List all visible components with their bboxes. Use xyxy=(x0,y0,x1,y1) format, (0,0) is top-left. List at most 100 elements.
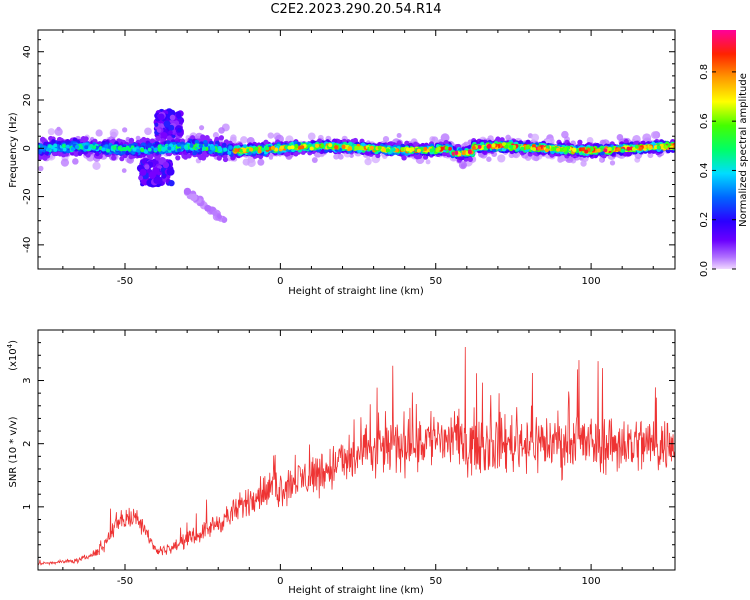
spectrogram-cell-faint xyxy=(268,155,274,160)
spectrogram-cell xyxy=(467,156,473,162)
spectrogram-cell-feature xyxy=(189,193,198,202)
spectrogram-cell-faint xyxy=(599,157,604,163)
spectrogram-cell-feature xyxy=(141,159,147,165)
spectrogram-cell-faint xyxy=(92,161,101,170)
spectrogram-cell xyxy=(119,156,125,162)
spectrogram-cell xyxy=(201,146,206,151)
spectrogram-cell-feature xyxy=(157,113,165,121)
spectrogram-cell-feature xyxy=(148,171,156,179)
spectrogram-cell xyxy=(626,146,631,151)
spectrogram-cell-feature xyxy=(154,122,159,127)
spectrogram-cell-feature xyxy=(168,130,173,135)
spectrogram-cell xyxy=(189,143,194,148)
spectrogram-cell xyxy=(80,135,87,142)
spectrogram-cell xyxy=(143,149,148,154)
spectrogram-cell xyxy=(245,148,250,153)
spectrogram-cell xyxy=(48,144,53,149)
spectrogram-cell xyxy=(447,146,452,151)
spectrogram-cell-feature xyxy=(221,216,228,223)
spectrogram-cell-faint xyxy=(307,132,316,141)
spectrogram-cell-faint xyxy=(609,160,616,166)
spectrogram-cell xyxy=(61,143,66,148)
spectrogram-cell xyxy=(429,148,434,153)
spectrogram-cell-faint xyxy=(230,134,237,141)
spectrogram-cell xyxy=(436,146,441,151)
spectrogram-cell xyxy=(414,154,420,160)
spectrogram-cell xyxy=(200,155,207,161)
spectrogram-cell xyxy=(279,145,284,150)
spectrogram-cell-feature xyxy=(139,168,147,176)
spectrogram-cell xyxy=(552,146,557,151)
spectrogram-cell xyxy=(38,155,42,161)
spectrogram-cell-faint xyxy=(396,132,402,139)
spectrogram-cell-faint xyxy=(121,168,127,173)
spectrogram-cell-feature xyxy=(162,161,170,169)
spectrogram-cell-feature xyxy=(217,214,222,219)
spectrogram-cell xyxy=(218,135,225,141)
spectrogram-cell-faint xyxy=(458,161,468,170)
spectrogram-cell xyxy=(95,151,100,157)
spectrogram-cell xyxy=(444,146,449,151)
spectrogram-cell-faint xyxy=(463,141,469,147)
spectrogram-cell-feature xyxy=(168,179,175,187)
spectrogram-cell xyxy=(147,154,154,160)
spectrogram-cell xyxy=(194,139,200,145)
spectrogram-cell-faint xyxy=(257,158,265,166)
spectrogram-cell xyxy=(170,146,175,151)
spectrogram-cell-faint xyxy=(531,133,540,142)
spectrogram-cell xyxy=(221,142,227,148)
spectrogram-cell xyxy=(664,145,669,150)
spectrogram-cell xyxy=(274,147,279,152)
spectrogram-cell xyxy=(140,147,145,152)
spectrogram-cell xyxy=(216,155,222,161)
spectrogram-cell xyxy=(77,151,83,156)
spectrogram-cell xyxy=(166,140,171,145)
spectrogram-cell-faint xyxy=(431,136,439,144)
spectrogram-cell-feature xyxy=(166,167,175,176)
spectrogram-cell-faint xyxy=(580,160,587,167)
spectrogram-cell xyxy=(596,148,601,153)
spectrogram-cell-feature xyxy=(163,120,171,128)
spectrogram-cell-faint xyxy=(311,157,318,164)
spectrogram-cell xyxy=(412,141,419,147)
spectrogram-cell-faint xyxy=(364,157,372,166)
spectrogram-heatmap xyxy=(38,108,675,223)
spectrogram-cell xyxy=(501,142,506,147)
spectrogram-cell xyxy=(40,136,46,142)
spectrogram-cell xyxy=(284,145,289,150)
spectrogram-cell xyxy=(180,144,185,149)
spectrogram-cell xyxy=(607,147,612,152)
spectrogram-cell xyxy=(284,151,290,157)
spectrogram-cell xyxy=(53,143,58,148)
spectrogram-cell-faint xyxy=(144,127,152,136)
spectrogram-cell-faint xyxy=(425,159,431,165)
spectrogram-cell-faint xyxy=(212,132,219,139)
spectrogram-cell xyxy=(175,155,181,161)
spectrogram-cell-faint xyxy=(561,130,569,139)
spectrogram-cell-feature xyxy=(177,127,182,132)
spectrogram-cell-feature xyxy=(138,175,144,181)
spectrogram-cell xyxy=(53,147,58,152)
spectrogram-cell xyxy=(400,147,405,152)
spectrogram-cell-faint xyxy=(616,134,624,141)
spectrogram-cell xyxy=(121,150,126,155)
spectrogram-cell xyxy=(62,147,67,152)
spectrogram-cell xyxy=(261,147,266,152)
spectrogram-cell xyxy=(293,151,299,157)
spectrogram-cell xyxy=(457,152,462,157)
spectrogram-cell-feature xyxy=(157,171,162,176)
spectrogram-cell xyxy=(263,139,269,145)
spectrogram-cell xyxy=(495,136,501,142)
spectrogram-cell xyxy=(642,145,647,150)
spectrogram-cell-faint xyxy=(337,153,344,160)
spectrogram-cell xyxy=(227,150,232,155)
spectrogram-cell xyxy=(223,147,228,152)
spectrogram-cell xyxy=(525,145,530,150)
spectrogram-cell-faint xyxy=(60,158,70,167)
spectrogram-cell-faint xyxy=(54,127,63,136)
spectrogram-cell-faint xyxy=(242,158,250,166)
spectrogram-cell-feature xyxy=(156,128,162,133)
spectrogram-cell xyxy=(487,143,492,148)
spectrogram-cell-feature xyxy=(212,210,218,216)
